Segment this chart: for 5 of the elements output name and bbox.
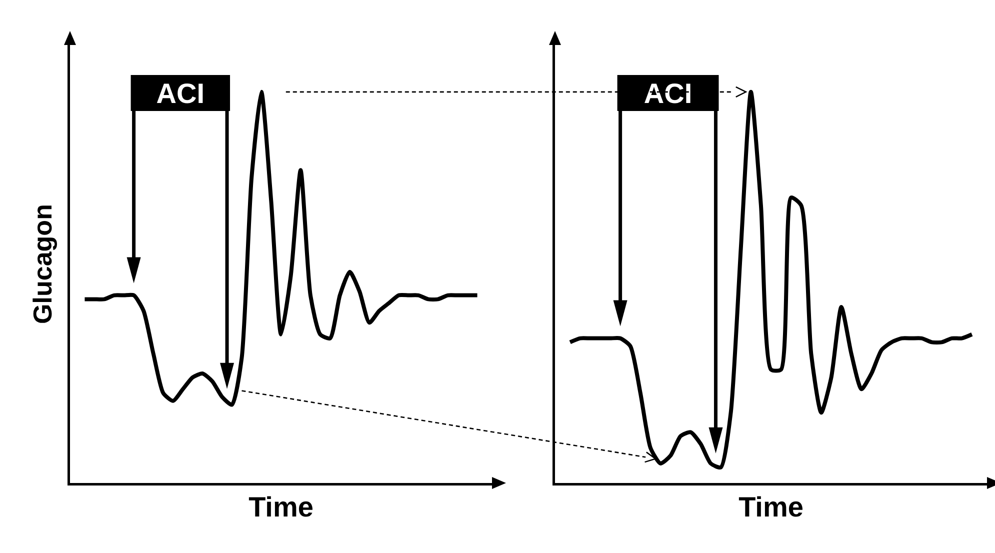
x-axis-title: Time	[738, 491, 804, 522]
x-axis-title: Time	[248, 491, 314, 522]
y-axis-title: Glucagon	[28, 204, 58, 324]
annotation: ACI	[644, 78, 692, 109]
annotation: ACI	[156, 78, 205, 109]
